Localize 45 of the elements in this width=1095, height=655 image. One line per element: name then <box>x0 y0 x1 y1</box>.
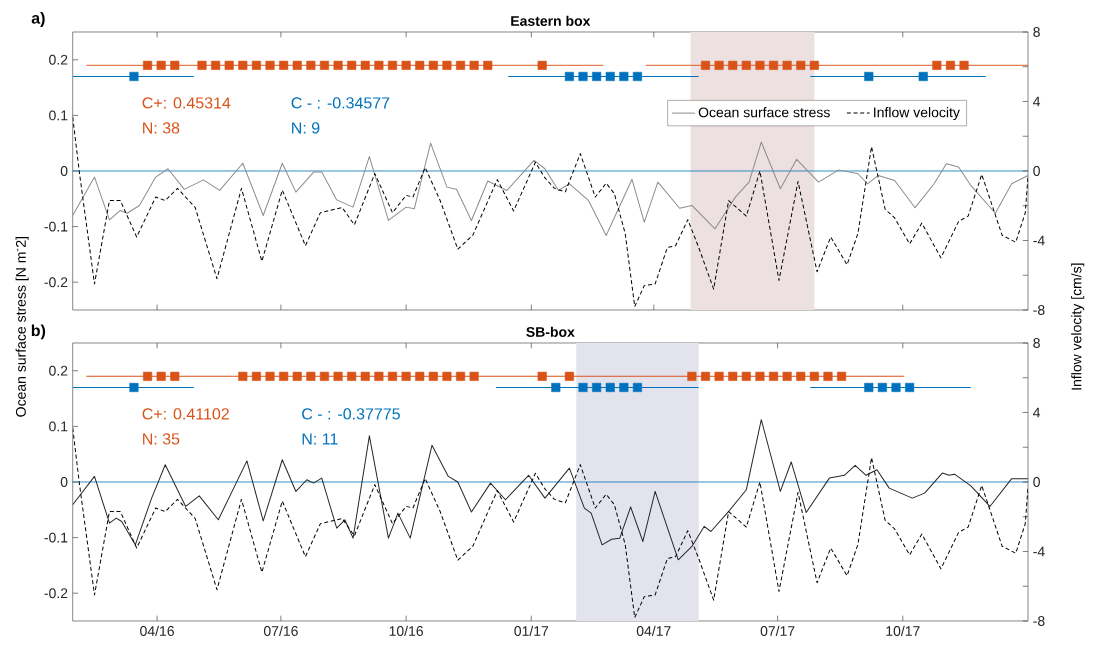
x-tick-label: 04/17 <box>636 625 671 636</box>
y2-tick-label: 4 <box>1033 407 1041 418</box>
line-series <box>72 419 1029 561</box>
chart-title: Eastern box <box>511 15 591 26</box>
x-tick-label: 10/17 <box>886 625 920 636</box>
annotation: N: 11 <box>302 433 338 445</box>
y-tick-label: -0.1 <box>44 221 68 232</box>
y2-tick-label: -4 <box>1033 235 1045 246</box>
annotation: C - : -0.37775 <box>302 408 400 420</box>
y-tick-label: -0.1 <box>44 532 68 543</box>
text: b) <box>31 324 46 340</box>
annotation: C+: 0.45314 <box>142 97 231 109</box>
annotation: N: 9 <box>292 122 320 134</box>
y-tick-label: -0.2 <box>44 588 68 599</box>
y-tick-label: 0.1 <box>49 421 68 432</box>
y2-axis-title: Inflow velocity [cm/s] <box>1071 263 1085 390</box>
y2-tick-label: -4 <box>1033 546 1045 557</box>
y2-tick-label: 4 <box>1033 96 1041 107</box>
annotation: C+: 0.41102 <box>142 408 229 420</box>
y-tick-label: 0 <box>60 166 68 176</box>
y2-tick-label: 8 <box>1033 338 1040 348</box>
annotation: N: 38 <box>143 122 180 134</box>
y2-tick-label: 0 <box>1033 477 1040 487</box>
y2-tick-label: 8 <box>1033 27 1040 37</box>
line-series <box>72 141 1029 236</box>
x-tick-label: 10/16 <box>389 625 424 636</box>
y2-tick-label: -8 <box>1033 305 1045 315</box>
y-tick-label: -0.2 <box>44 277 68 288</box>
y2-tick-label: 0 <box>1033 166 1040 176</box>
x-tick-label: 01/17 <box>514 625 549 636</box>
legend-label: Inflow velocity <box>874 107 960 121</box>
y-tick-label: 0.2 <box>49 365 68 376</box>
annotation: N: 35 <box>143 433 180 445</box>
text: a) <box>31 12 45 27</box>
y-tick-label: 0 <box>60 477 68 487</box>
legend-label: Ocean surface stress <box>698 107 830 118</box>
annotation: C - : -0.34577 <box>291 97 390 109</box>
x-tick-label: 07/16 <box>263 625 298 636</box>
x-tick-label: 07/17 <box>760 625 795 636</box>
chart-title: SB-box <box>526 326 575 337</box>
y-tick-label: 0.2 <box>49 54 68 65</box>
y2-tick-label: -8 <box>1033 616 1045 626</box>
y-axis-title: Ocean surface stress [N m$^{-}$2] <box>15 237 29 417</box>
y-tick-label: 0.1 <box>49 110 68 121</box>
x-tick-label: 04/16 <box>140 625 174 636</box>
